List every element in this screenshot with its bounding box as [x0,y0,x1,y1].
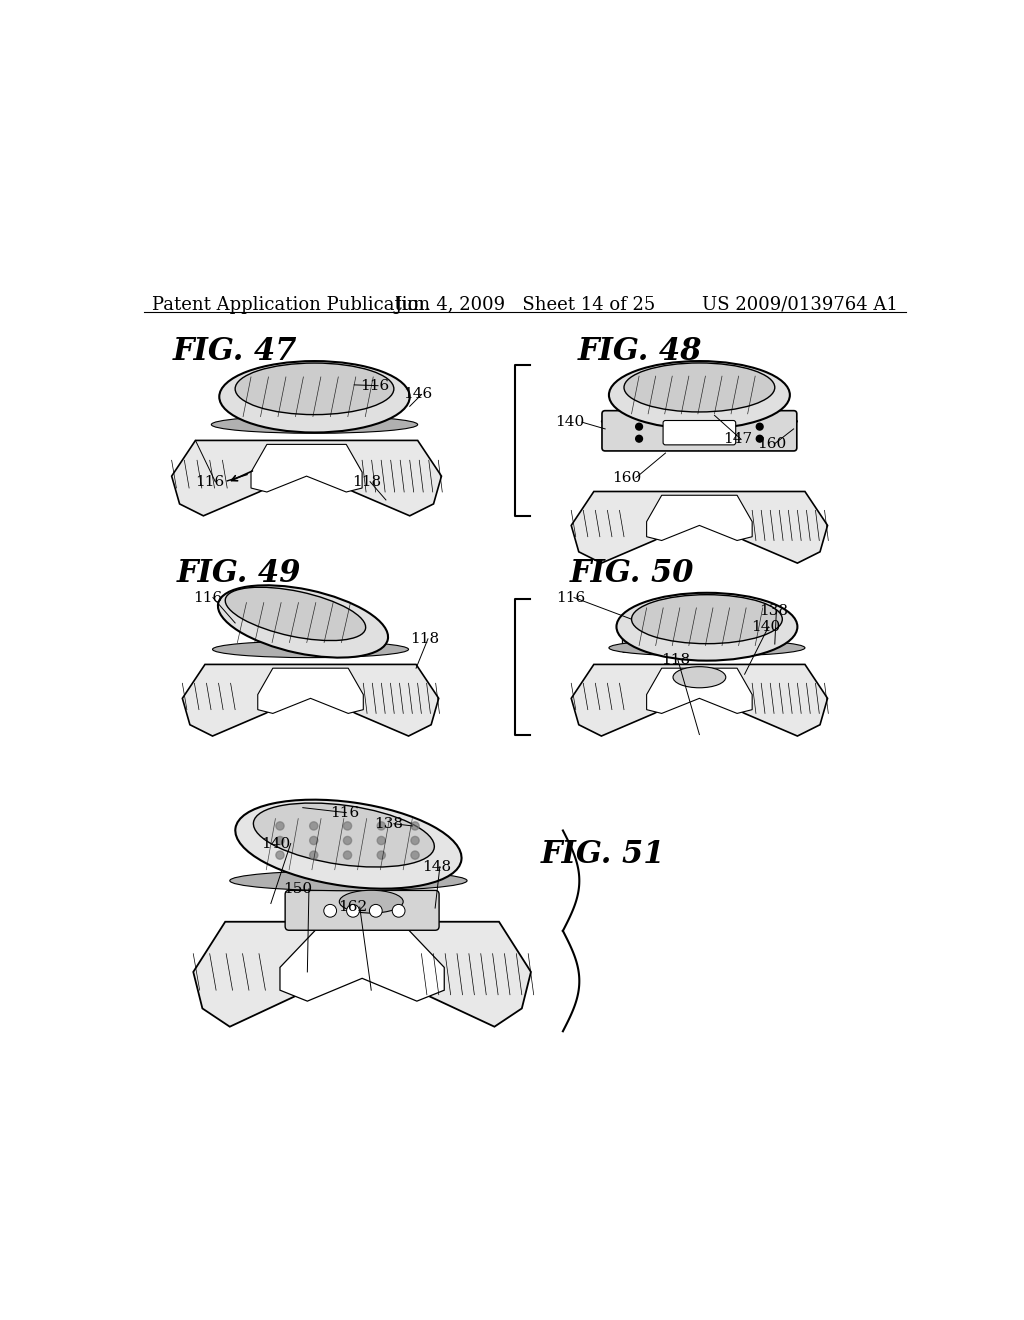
Circle shape [377,822,385,830]
Text: US 2009/0139764 A1: US 2009/0139764 A1 [701,296,898,314]
Text: 140: 140 [261,837,291,850]
Text: FIG. 51: FIG. 51 [541,840,665,870]
Ellipse shape [213,642,409,657]
Text: FIG. 48: FIG. 48 [578,337,702,367]
Ellipse shape [609,362,790,429]
Ellipse shape [219,362,410,433]
Text: FIG. 50: FIG. 50 [569,558,694,589]
Ellipse shape [601,413,798,430]
Ellipse shape [673,667,726,688]
Circle shape [696,436,702,442]
Ellipse shape [225,587,366,640]
Ellipse shape [253,803,434,867]
Text: 140: 140 [555,416,585,429]
Text: 118: 118 [352,475,382,488]
Circle shape [636,436,642,442]
Circle shape [309,851,317,859]
Text: Patent Application Publication: Patent Application Publication [152,296,430,314]
Circle shape [726,424,733,430]
Text: 118: 118 [662,653,690,667]
Text: FIG. 49: FIG. 49 [177,558,301,589]
Circle shape [343,822,351,830]
Circle shape [377,837,385,845]
Polygon shape [571,664,827,737]
Polygon shape [571,491,827,564]
Polygon shape [194,921,531,1027]
Text: 147: 147 [723,432,753,446]
FancyBboxPatch shape [285,891,439,931]
Circle shape [343,851,351,859]
Ellipse shape [632,595,782,644]
Ellipse shape [624,363,775,412]
Ellipse shape [609,639,805,656]
Circle shape [346,904,359,917]
Text: FIG. 47: FIG. 47 [173,337,297,367]
Circle shape [275,822,284,830]
Circle shape [757,436,763,442]
Text: Jun. 4, 2009   Sheet 14 of 25: Jun. 4, 2009 Sheet 14 of 25 [394,296,655,314]
Text: 160: 160 [612,471,641,484]
Text: 150: 150 [283,882,312,896]
Text: 162: 162 [338,900,368,913]
Text: 116: 116 [194,590,222,605]
Ellipse shape [236,800,462,888]
Text: 116: 116 [196,475,224,488]
Polygon shape [172,441,441,516]
Ellipse shape [211,416,418,433]
Circle shape [275,851,284,859]
Text: 116: 116 [359,379,389,392]
Polygon shape [251,445,362,492]
Circle shape [411,822,419,830]
Text: 116: 116 [331,805,359,820]
Circle shape [636,424,642,430]
Text: 138: 138 [759,605,787,618]
Circle shape [377,851,385,859]
Circle shape [309,822,317,830]
Circle shape [666,436,673,442]
Ellipse shape [229,871,467,891]
Circle shape [392,904,406,917]
Text: 116: 116 [557,590,586,605]
Ellipse shape [339,890,403,913]
Text: 138: 138 [374,817,403,830]
Circle shape [309,837,317,845]
Circle shape [324,904,337,917]
Circle shape [666,424,673,430]
Polygon shape [280,929,444,1001]
Ellipse shape [218,585,388,657]
Polygon shape [646,495,753,540]
Circle shape [726,436,733,442]
FancyBboxPatch shape [664,421,735,445]
Circle shape [757,424,763,430]
Circle shape [696,424,702,430]
Polygon shape [182,664,438,737]
Text: 160: 160 [758,437,786,450]
FancyBboxPatch shape [623,636,776,652]
Text: 140: 140 [751,620,780,634]
Text: 118: 118 [410,632,439,645]
Circle shape [343,837,351,845]
Text: 146: 146 [403,387,432,401]
Ellipse shape [616,593,798,660]
Circle shape [411,851,419,859]
Polygon shape [646,668,753,713]
Polygon shape [258,668,364,713]
Circle shape [370,904,382,917]
Ellipse shape [236,363,394,414]
Text: 148: 148 [422,859,451,874]
Circle shape [411,837,419,845]
FancyBboxPatch shape [602,411,797,451]
Circle shape [275,837,284,845]
